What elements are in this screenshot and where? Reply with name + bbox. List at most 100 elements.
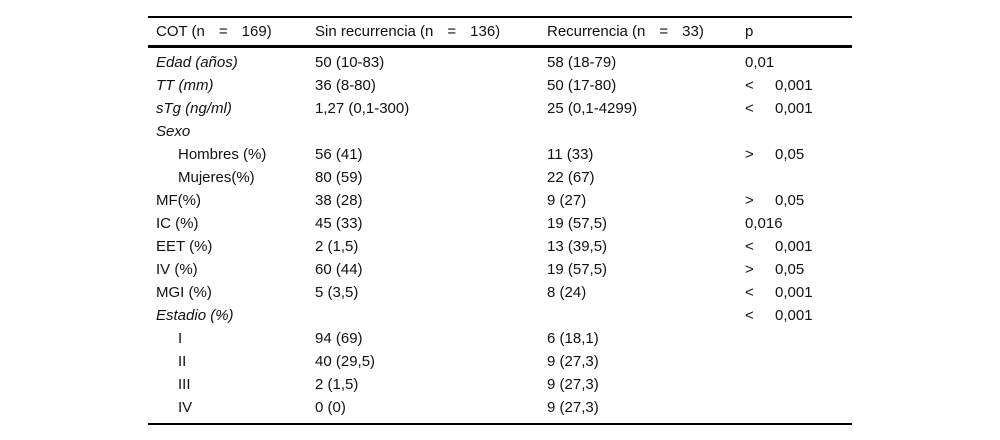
cell-sin-recurrencia: 38 (28) [315,192,363,209]
cell-p: <0,001 [745,285,852,300]
cell-recurrencia: 19 (57,5) [547,215,608,232]
row-label: Mujeres(%) [178,169,255,186]
cell-recurrencia: 11 (33) [547,146,594,163]
header-recurrencia: Recurrencia (n = 33) [547,24,745,39]
p-value: 0,016 [745,215,783,232]
p-value: 0,01 [745,54,775,71]
cell-recurrencia: 25 (0,1-4299) [547,100,638,117]
table-row-estadio-iii: III 2 (1,5) 9 (27,3) [148,373,852,396]
header-sin-text: Sin recurrencia (n [315,23,434,40]
row-label: IV (%) [156,261,198,278]
row-label: Estadio (%) [156,307,234,324]
table-row-estadio-iv: IV 0 (0) 9 (27,3) [148,396,852,419]
row-label: IV [178,399,193,416]
cell-sin-recurrencia: 0 (0) [315,399,346,416]
row-label: IC (%) [156,215,199,232]
cell-sin-recurrencia: 5 (3,5) [315,284,359,301]
header-sin-recurrencia: Sin recurrencia (n = 136) [315,24,547,39]
table-row-sexo: Sexo [148,120,852,143]
table-row-mgi: MGI (%) 5 (3,5) 8 (24) <0,001 [148,281,852,304]
cell-p: >0,05 [745,147,852,162]
header-rec-text: Recurrencia (n [547,23,646,40]
cell-recurrencia: 9 (27,3) [547,353,599,370]
table-row-ic: IC (%) 45 (33) 19 (57,5) 0,016 [148,212,852,235]
header-rec-n: 33) [682,23,704,40]
cell-p: 0,01 [745,55,852,70]
table-header-row: COT (n = 169) Sin recurrencia (n = 136) Recu… [148,18,852,45]
cell-sin-recurrencia: 45 (33) [315,215,363,232]
table-row-estadio-ii: II 40 (29,5) 9 (27,3) [148,350,852,373]
cell-p: 0,016 [745,216,852,231]
p-value: 0,001 [775,307,813,324]
p-value: 0,001 [775,77,813,94]
cell-sin-recurrencia: 50 (10-83) [315,54,385,71]
p-operator: > [745,261,754,278]
header-cot-eq: = [218,23,228,40]
cell-sin-recurrencia: 56 (41) [315,146,363,163]
cell-recurrencia: 9 (27,3) [547,376,599,393]
cell-recurrencia: 6 (18,1) [547,330,599,347]
cell-recurrencia: 13 (39,5) [547,238,608,255]
p-value: 0,001 [775,284,813,301]
cell-recurrencia: 22 (67) [547,169,595,186]
row-label: Edad (años) [156,54,238,71]
cell-sin-recurrencia: 80 (59) [315,169,363,186]
cell-recurrencia: 19 (57,5) [547,261,608,278]
cell-sin-recurrencia: 40 (29,5) [315,353,376,370]
row-label: MF(%) [156,192,201,209]
p-operator: < [745,307,754,324]
cell-sin-recurrencia: 2 (1,5) [315,376,359,393]
row-label: EET (%) [156,238,213,255]
cell-sin-recurrencia: 60 (44) [315,261,363,278]
row-label: Sexo [156,123,191,140]
row-label: sTg (ng/ml) [156,100,232,117]
cell-p: <0,001 [745,239,852,254]
p-operator: > [745,146,754,163]
table-row-hombres: Hombres (%) 56 (41) 11 (33) >0,05 [148,143,852,166]
table-body: Edad (años) 50 (10-83) 58 (18-79) 0,01 T… [148,48,852,423]
header-sin-n: 136) [470,23,501,40]
cell-p: <0,001 [745,101,852,116]
statistics-table: COT (n = 169) Sin recurrencia (n = 136) Recu… [148,16,852,425]
row-label: I [178,330,183,347]
table-row-eet: EET (%) 2 (1,5) 13 (39,5) <0,001 [148,235,852,258]
table-row-iv: IV (%) 60 (44) 19 (57,5) >0,05 [148,258,852,281]
p-value: 0,05 [775,261,805,278]
table-row-edad: Edad (años) 50 (10-83) 58 (18-79) 0,01 [148,51,852,74]
cell-recurrencia: 9 (27) [547,192,587,209]
p-operator: < [745,100,754,117]
table-row-estadio-i: I 94 (69) 6 (18,1) [148,327,852,350]
table-row-mf: MF(%) 38 (28) 9 (27) >0,05 [148,189,852,212]
header-p: p [745,23,754,40]
cell-recurrencia: 9 (27,3) [547,399,599,416]
header-cot-text: COT (n [156,23,205,40]
cell-p: <0,001 [745,78,852,93]
cell-sin-recurrencia: 2 (1,5) [315,238,359,255]
table-bottom-rule [148,423,852,425]
cell-sin-recurrencia: 1,27 (0,1-300) [315,100,410,117]
cell-recurrencia: 8 (24) [547,284,587,301]
p-operator: < [745,238,754,255]
header-cot-n: 169) [241,23,272,40]
header-cot: COT (n = 169) [148,24,315,39]
table-top-rule [148,16,852,18]
p-value: 0,05 [775,146,805,163]
cell-recurrencia: 50 (17-80) [547,77,617,94]
row-label: II [178,353,187,370]
table-row-mujeres: Mujeres(%) 80 (59) 22 (67) [148,166,852,189]
row-label: TT (mm) [156,77,214,94]
p-value: 0,001 [775,238,813,255]
row-label: III [178,376,191,393]
row-label: MGI (%) [156,284,212,301]
header-rec-eq: = [659,23,669,40]
header-sin-eq: = [447,23,457,40]
cell-recurrencia: 58 (18-79) [547,54,617,71]
table-row-estadio: Estadio (%) <0,001 [148,304,852,327]
p-operator: > [745,192,754,209]
table-row-stg: sTg (ng/ml) 1,27 (0,1-300) 25 (0,1-4299)… [148,97,852,120]
p-operator: < [745,284,754,301]
table-row-tt: TT (mm) 36 (8-80) 50 (17-80) <0,001 [148,74,852,97]
p-value: 0,05 [775,192,805,209]
cell-p: >0,05 [745,262,852,277]
